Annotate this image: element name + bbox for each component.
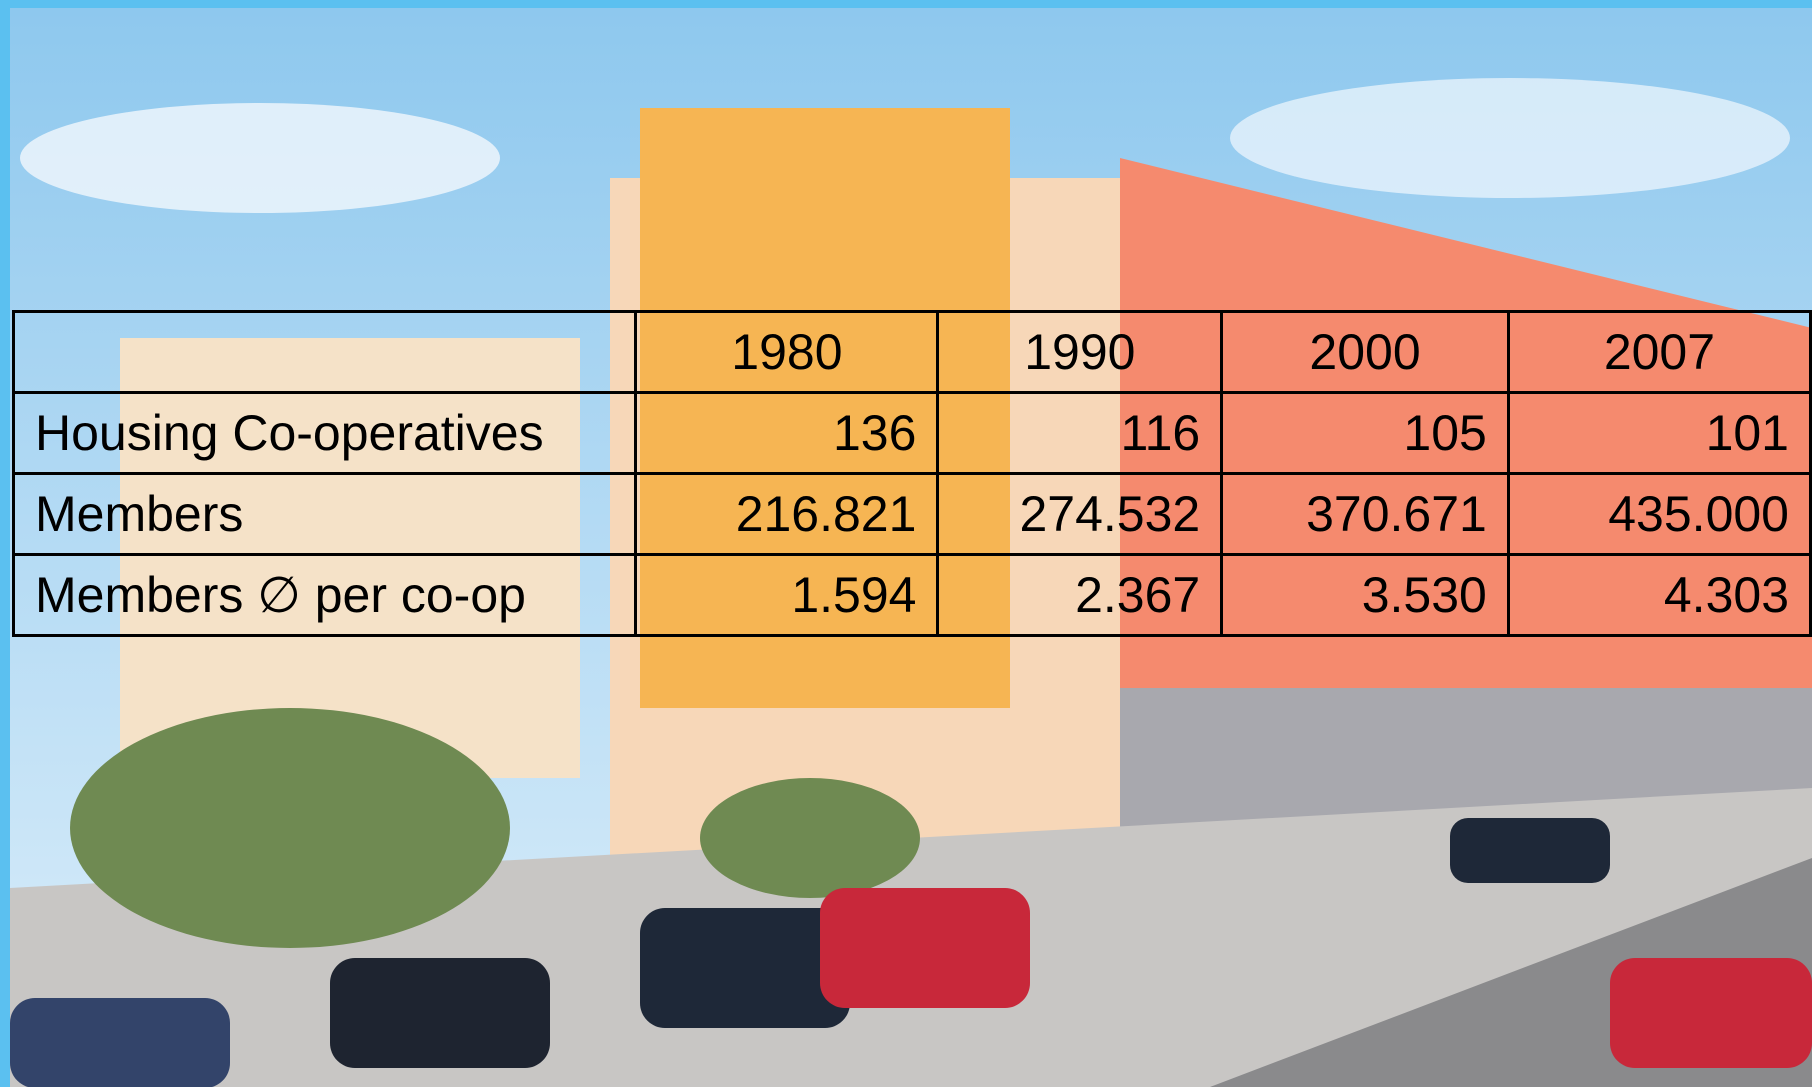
value-cell: 274.532 — [938, 474, 1222, 555]
value-cell: 105 — [1222, 393, 1509, 474]
row-label: Members — [14, 474, 636, 555]
row-label: Members ∅ per co-op — [14, 555, 636, 636]
value-cell: 101 — [1508, 393, 1810, 474]
value-cell: 3.530 — [1222, 555, 1509, 636]
value-cell: 216.821 — [636, 474, 938, 555]
value-cell: 116 — [938, 393, 1222, 474]
value-cell: 370.671 — [1222, 474, 1509, 555]
row-label: Housing Co-operatives — [14, 393, 636, 474]
value-cell: 435.000 — [1508, 474, 1810, 555]
corner-cell — [14, 312, 636, 393]
column-header: 2007 — [1508, 312, 1810, 393]
value-cell: 1.594 — [636, 555, 938, 636]
column-header: 1980 — [636, 312, 938, 393]
column-header: 2000 — [1222, 312, 1509, 393]
value-cell: 4.303 — [1508, 555, 1810, 636]
column-header: 1990 — [938, 312, 1222, 393]
value-cell: 136 — [636, 393, 938, 474]
slide: 1980199020002007Housing Co-operatives136… — [0, 0, 1812, 1087]
value-cell: 2.367 — [938, 555, 1222, 636]
